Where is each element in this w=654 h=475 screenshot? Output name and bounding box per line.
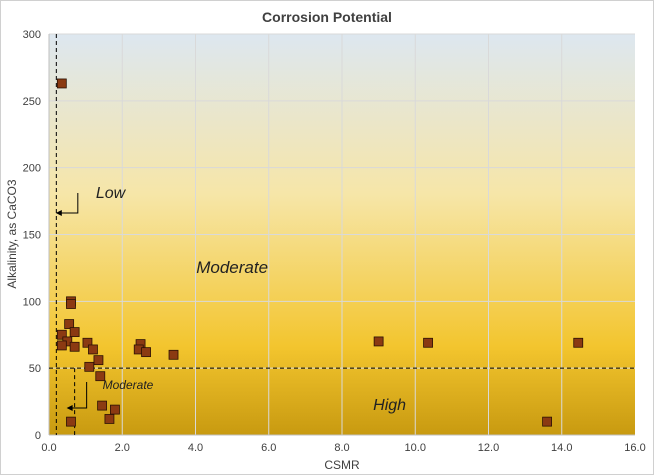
x-tick-label: 16.0 (624, 442, 645, 454)
data-point (141, 347, 151, 358)
moderate-arrow (70, 382, 88, 409)
zone-label-low: Low (96, 185, 127, 202)
x-tick-label: 2.0 (115, 442, 130, 454)
x-tick-label: 6.0 (261, 442, 276, 454)
data-point (66, 416, 76, 427)
x-tick-label: 4.0 (188, 442, 203, 454)
data-point (95, 371, 106, 382)
y-axis-title: Alkalinity, as CaCO3 (5, 179, 19, 288)
data-point (56, 340, 67, 351)
y-tick-label: 0 (35, 430, 41, 442)
chart-title: Corrosion Potential (262, 9, 392, 25)
y-tick-label: 50 (29, 363, 41, 375)
data-point (69, 341, 80, 352)
low-arrow-head (55, 210, 62, 216)
data-point (110, 404, 120, 415)
x-tick-label: 10.0 (405, 442, 426, 454)
data-point (64, 319, 75, 329)
y-tick-label: 200 (23, 163, 41, 175)
low-arrow (59, 193, 79, 214)
data-point (84, 361, 95, 372)
data-point (423, 337, 433, 348)
moderate-arrow-head (66, 405, 73, 411)
data-point (373, 336, 384, 347)
data-point (69, 327, 80, 337)
data-point (56, 329, 67, 340)
data-point (56, 78, 67, 89)
data-point (66, 299, 76, 309)
x-axis-title: CSMR (324, 458, 360, 472)
x-tick-label: 14.0 (551, 442, 572, 454)
zone-label-moderate-small: Moderate (103, 378, 154, 392)
y-tick-label: 150 (23, 230, 41, 242)
zone-label-moderate: Moderate (196, 258, 268, 277)
x-tick-label: 8.0 (334, 442, 349, 454)
x-tick-label: 12.0 (478, 442, 499, 454)
data-point (542, 416, 552, 427)
x-tick-label: 0.0 (41, 442, 56, 454)
data-point (104, 414, 115, 424)
data-point (573, 337, 584, 348)
y-tick-label: 300 (23, 29, 41, 41)
y-tick-label: 250 (23, 96, 41, 108)
data-point (93, 355, 104, 366)
data-point (88, 344, 98, 355)
y-tick-label: 100 (23, 296, 41, 308)
data-point (168, 349, 179, 360)
data-point (82, 337, 93, 348)
zone-label-high: High (373, 397, 406, 414)
data-point (97, 400, 108, 411)
